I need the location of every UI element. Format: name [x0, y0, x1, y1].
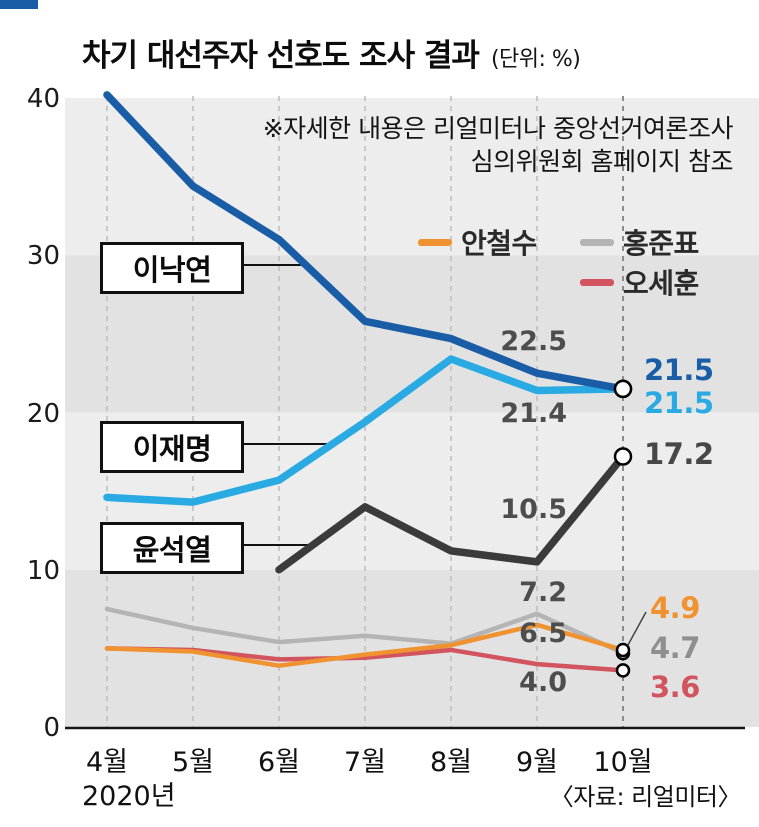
- legend-swatch-oh-se-hoon: [580, 278, 614, 286]
- end-value-oh-se-hoon: 3.6: [650, 670, 700, 704]
- source-label: 〈자료: 리얼미터〉: [549, 783, 742, 811]
- legend-label-ahn-cheol-soo: 안철수: [461, 227, 537, 260]
- note-line-2: 심의위원회 홈페이지 참조: [470, 147, 734, 176]
- series-label-box-lee-jae-myung: 이재명: [100, 421, 244, 473]
- end-value-ahn-cheol-soo: 4.9: [650, 591, 700, 625]
- legend-label-hong-jun-pyo: 홍준표: [623, 227, 699, 260]
- x-tick-month-9: 9월: [515, 747, 559, 778]
- y-tick-40: 40: [26, 84, 60, 114]
- y-tick-10: 10: [26, 556, 60, 586]
- end-label-pointer: [627, 611, 647, 646]
- legend-swatch-hong-jun-pyo: [580, 238, 614, 246]
- end-marker-oh-se-hoon: [615, 663, 631, 678]
- end-value-lee-jae-myung: 21.5: [644, 386, 714, 420]
- legend-label-oh-se-hoon: 오세훈: [623, 267, 699, 300]
- y-tick-30: 30: [26, 241, 60, 271]
- end-marker-yoon-seok-youl: [613, 447, 633, 466]
- point-label-21-4: 21.4: [500, 398, 567, 429]
- x-tick-month-10: 10월: [593, 747, 653, 778]
- corner-accent-bar: [0, 0, 38, 9]
- point-label-22-5: 22.5: [500, 326, 567, 357]
- note-line-1: ※자세한 내용은 리얼미터나 중앙선거여론조사: [262, 114, 734, 143]
- page-title: 차기 대선주자 선호도 조사 결과: [82, 38, 480, 74]
- end-value-lee-nak-yeon: 21.5: [644, 353, 714, 387]
- x-tick-month-7: 7월: [343, 747, 387, 778]
- end-marker-lee-nak-yeon: [613, 379, 633, 399]
- legend-item-ahn-cheol-soo: 안철수: [418, 222, 537, 262]
- y-tick-20: 20: [26, 399, 60, 429]
- x-tick-month-4: 4월: [85, 747, 129, 778]
- y-tick-0: 0: [43, 713, 60, 743]
- legend-item-oh-se-hoon: 오세훈: [580, 262, 699, 302]
- series-label-box-yoon-seok-youl: 윤석열: [100, 522, 244, 574]
- series-label-box-lee-nak-yeon: 이낙연: [100, 242, 244, 294]
- end-value-hong-jun-pyo: 4.7: [650, 631, 700, 665]
- series-line-lee-jae-myung: [103, 355, 627, 506]
- point-label-6-5: 6.5: [519, 618, 567, 649]
- legend-item-hong-jun-pyo: 홍준표: [580, 222, 699, 262]
- end-marker-ahn-cheol-soo: [615, 642, 631, 658]
- legend-swatch-ahn-cheol-soo: [418, 238, 452, 246]
- point-label-4-0: 4.0: [519, 667, 567, 698]
- series-line-yoon-seok-youl: [275, 452, 627, 574]
- point-label-10-5: 10.5: [500, 494, 567, 525]
- x-axis-year-label: 2020년: [82, 781, 176, 812]
- series-line-lee-nak-yeon: [103, 91, 627, 393]
- series-line-ahn-cheol-soo: [104, 622, 626, 668]
- series-line-hong-jun-pyo: [104, 606, 626, 656]
- x-tick-month-6: 6월: [257, 747, 301, 778]
- header: 차기 대선주자 선호도 조사 결과 (단위: %): [82, 30, 581, 75]
- point-label-7-2: 7.2: [519, 577, 567, 608]
- unit-label: (단위: %): [490, 47, 581, 72]
- chart-note: ※자세한 내용은 리얼미터나 중앙선거여론조사 심의위원회 홈페이지 참조: [262, 112, 734, 178]
- end-value-yoon-seok-youl: 17.2: [644, 437, 714, 471]
- x-tick-month-8: 8월: [429, 747, 473, 778]
- x-tick-month-5: 5월: [171, 747, 215, 778]
